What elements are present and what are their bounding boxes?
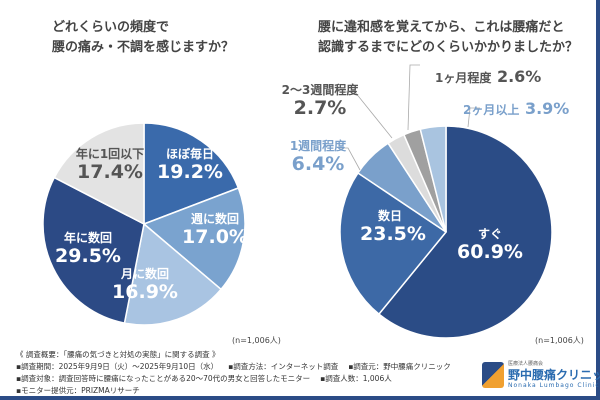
chart1-n: (n=1,006人) xyxy=(232,336,281,345)
survey-details-row: ▪調査対象：調査回答時に腰痛になったことがある20〜70代の男女と回答したモニタ… xyxy=(16,374,392,383)
slice-label: 年に数回 29.5% xyxy=(55,231,121,267)
slice-label: 2〜3週間程度 2.7% xyxy=(281,83,359,119)
slice-label: 1週間程度 6.4% xyxy=(289,139,347,175)
slice-label: 月に数回 16.9% xyxy=(112,267,178,303)
pie-slice-1-2 xyxy=(142,187,246,291)
pie-slice-1-4 xyxy=(42,176,145,324)
logo-mark-icon xyxy=(482,362,504,388)
leader-line xyxy=(467,107,480,128)
leader-line xyxy=(346,91,393,139)
logo-sub: 医療法人腰痛会 xyxy=(508,361,544,367)
slice-label: ほぼ毎日 19.2% xyxy=(157,147,223,183)
chart1-title: どれくらいの頻度で 腰の痛み・不調を感じますか？ xyxy=(52,20,235,55)
pie-slice-2-6 xyxy=(419,125,447,233)
logo-en: Nonaka Lumbago Clinic xyxy=(508,382,600,389)
pie-slice-1-1 xyxy=(143,122,240,226)
survey-heading: 《 調査概要：「腰痛の気づきと対処の実態」に関する調査 》 xyxy=(16,350,220,359)
chart2-n: (n=1,006人) xyxy=(535,336,584,345)
slice-label: すぐ 60.9% xyxy=(457,227,523,263)
pie-slice-2-2 xyxy=(339,171,448,316)
chart2-title: 腰に違和感を覚えてから、これは腰痛だと 認識するまでにどのくらいかかりましたか？ xyxy=(318,20,579,55)
leader-line xyxy=(407,64,420,131)
slice-label: 週に数回 17.0% xyxy=(182,212,248,248)
survey-details-row: ▪調査期間：2025年9月9日（火）〜2025年9月10日（水） ▪調査方法：イン… xyxy=(16,362,451,371)
slice-label: 年に1回以下 17.4% xyxy=(75,147,145,183)
slice-label: 数日 23.5% xyxy=(360,209,426,245)
slice-label: 2ヶ月以上 3.9% xyxy=(463,99,570,118)
slice-label: 1ヶ月程度 2.6% xyxy=(435,67,542,86)
pie-slice-2-1 xyxy=(377,125,553,339)
leader-line xyxy=(338,147,361,171)
logo-name: 野中腰痛クリニック xyxy=(508,368,600,382)
pie-slice-1-5 xyxy=(53,122,145,226)
survey-details-row: ▪モニター提供元：PRIZMAリサーチ xyxy=(16,386,140,395)
pie-slice-1-3 xyxy=(123,222,223,326)
clinic-logo: 医療法人腰痛会 野中腰痛クリニック Nonaka Lumbago Clinic xyxy=(482,360,600,392)
